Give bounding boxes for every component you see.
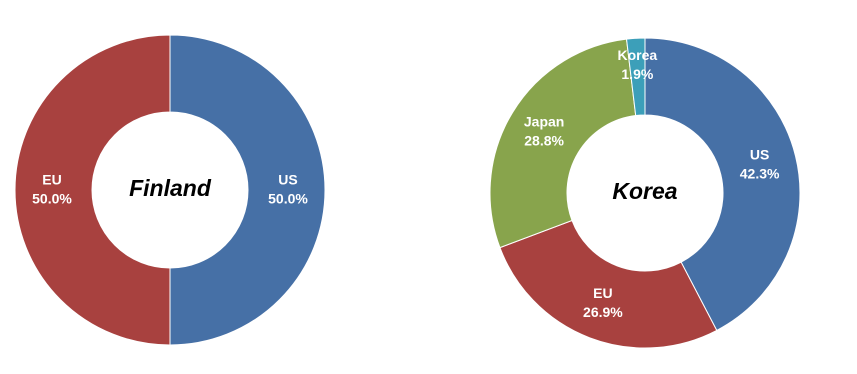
donut-segment bbox=[489, 38, 637, 249]
donut-segment bbox=[644, 37, 801, 332]
segment-label: US bbox=[278, 172, 297, 188]
segment-label: Japan bbox=[524, 113, 564, 129]
value-label: 28.8% bbox=[524, 132, 564, 148]
value-label: 26.9% bbox=[583, 304, 623, 320]
value-label: 1.9% bbox=[621, 66, 653, 82]
segment-label: EU bbox=[42, 172, 61, 188]
chart-title: Korea bbox=[612, 178, 677, 204]
chart-title: Finland bbox=[129, 175, 212, 201]
segment-label: Korea bbox=[618, 47, 658, 63]
donut-segment bbox=[169, 34, 326, 346]
value-label: 50.0% bbox=[268, 191, 308, 207]
segment-label: EU bbox=[593, 285, 612, 301]
value-label: 42.3% bbox=[740, 166, 780, 182]
segment-label: US bbox=[750, 147, 769, 163]
value-label: 50.0% bbox=[32, 191, 72, 207]
donut-segment bbox=[14, 34, 171, 346]
donut-segment bbox=[499, 219, 718, 349]
donut-segment bbox=[625, 37, 646, 117]
